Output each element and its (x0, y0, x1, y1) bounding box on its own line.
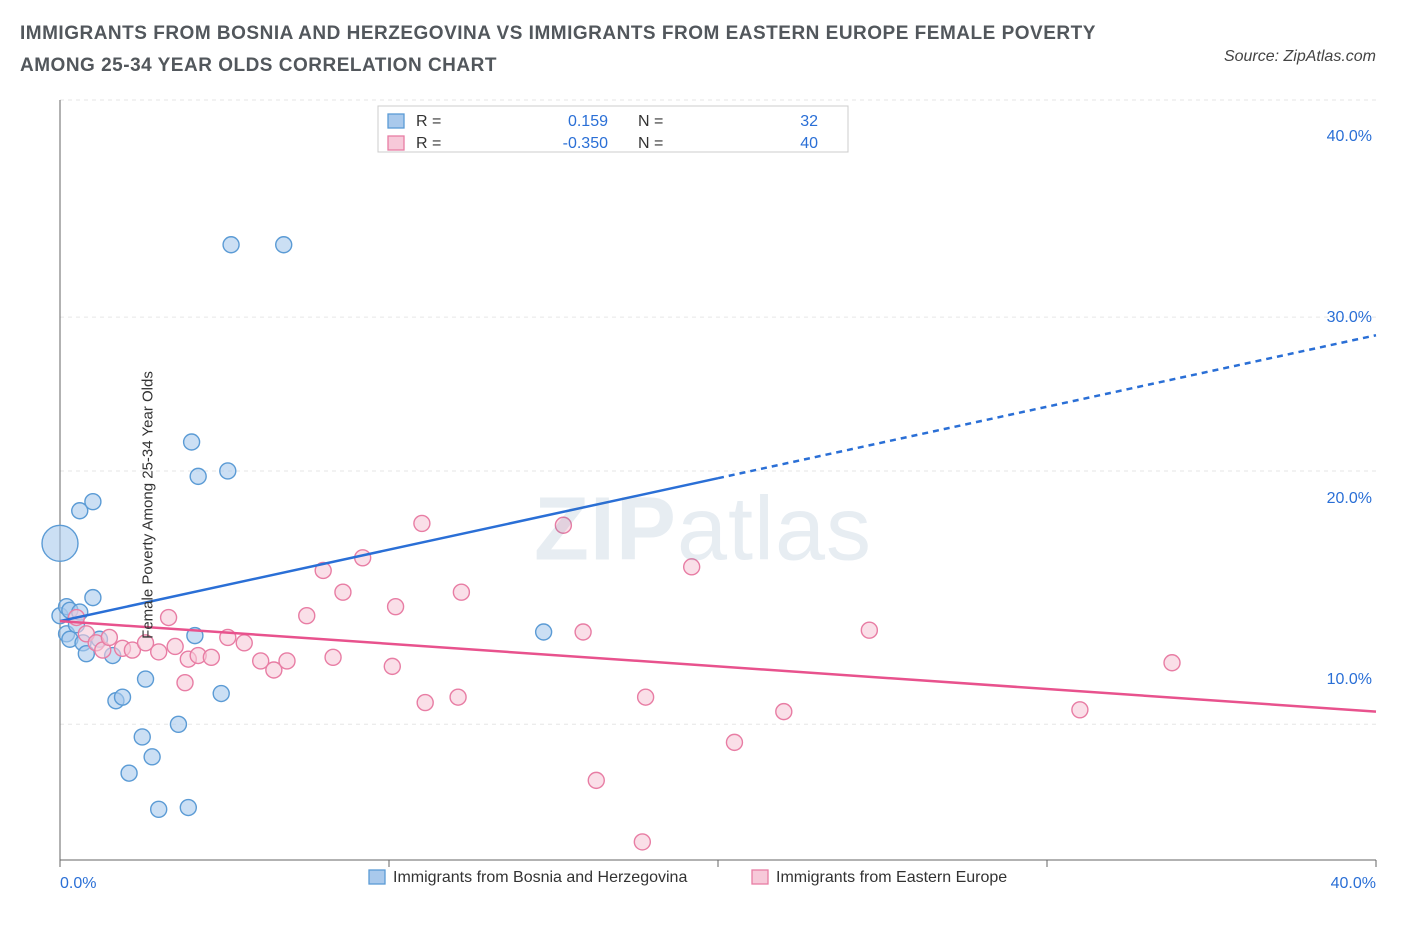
scatter-point (684, 559, 700, 575)
scatter-point (588, 772, 604, 788)
svg-text:R =: R = (416, 113, 441, 130)
chart-container: Female Poverty Among 25-34 Year Olds ZIP… (20, 90, 1386, 920)
scatter-point (536, 624, 552, 640)
correlation-legend (378, 106, 848, 152)
scatter-point (726, 734, 742, 750)
scatter-point (388, 599, 404, 615)
svg-text:N =: N = (638, 113, 663, 130)
svg-text:40.0%: 40.0% (1327, 128, 1372, 145)
scatter-point (634, 834, 650, 850)
scatter-point (42, 525, 78, 561)
scatter-point (276, 237, 292, 253)
scatter-point (638, 689, 654, 705)
scatter-point (575, 624, 591, 640)
scatter-point (335, 584, 351, 600)
scatter-point (453, 584, 469, 600)
svg-text:-0.350: -0.350 (563, 135, 608, 152)
source-attribution: Source: ZipAtlas.com (1224, 48, 1376, 66)
legend-label: Immigrants from Bosnia and Herzegovina (393, 869, 687, 886)
legend-swatch (388, 114, 404, 128)
svg-text:0.159: 0.159 (568, 113, 608, 130)
scatter-point (138, 671, 154, 687)
scatter-point (144, 749, 160, 765)
scatter-point (167, 638, 183, 654)
scatter-point (299, 608, 315, 624)
scatter-point (450, 689, 466, 705)
scatter-point (134, 729, 150, 745)
scatter-point (151, 801, 167, 817)
scatter-point (203, 649, 219, 665)
scatter-point (190, 468, 206, 484)
scatter-point (101, 629, 117, 645)
scatter-point (85, 590, 101, 606)
scatter-point (184, 434, 200, 450)
svg-text:R =: R = (416, 135, 441, 152)
scatter-point (170, 716, 186, 732)
scatter-point (325, 649, 341, 665)
scatter-point (180, 800, 196, 816)
scatter-point (236, 635, 252, 651)
svg-text:N =: N = (638, 135, 663, 152)
trend-line-dashed (718, 335, 1376, 478)
svg-text:10.0%: 10.0% (1327, 671, 1372, 688)
legend-label: Immigrants from Eastern Europe (776, 869, 1007, 886)
scatter-point (177, 675, 193, 691)
legend-swatch (388, 136, 404, 150)
chart-title: IMMIGRANTS FROM BOSNIA AND HERZEGOVINA V… (20, 18, 1120, 83)
scatter-chart: 0.0% 40.0% 10.0% 20.0% 30.0% 40.0% R = 0.159 N =… (20, 90, 1386, 910)
scatter-point (417, 695, 433, 711)
scatter-point (555, 517, 571, 533)
scatter-point (223, 237, 239, 253)
legend-swatch (369, 870, 385, 884)
chart-header: IMMIGRANTS FROM BOSNIA AND HERZEGOVINA V… (20, 18, 1376, 83)
series-legend: Immigrants from Bosnia and Herzegovina Im… (369, 869, 1007, 886)
scatter-point (115, 689, 131, 705)
scatter-point (776, 704, 792, 720)
scatter-point (121, 765, 137, 781)
trend-line (60, 478, 718, 621)
scatter-point (861, 622, 877, 638)
svg-text:32: 32 (800, 113, 818, 130)
scatter-point (414, 515, 430, 531)
scatter-point (85, 494, 101, 510)
scatter-point (213, 686, 229, 702)
legend-swatch (752, 870, 768, 884)
svg-text:20.0%: 20.0% (1327, 490, 1372, 507)
svg-text:40.0%: 40.0% (1331, 875, 1376, 892)
scatter-point (279, 653, 295, 669)
svg-text:0.0%: 0.0% (60, 875, 96, 892)
scatter-point (161, 610, 177, 626)
scatter-point (1072, 702, 1088, 718)
y-axis-label: Female Poverty Among 25-34 Year Olds (139, 371, 156, 639)
svg-text:30.0%: 30.0% (1327, 309, 1372, 326)
svg-text:40: 40 (800, 135, 818, 152)
scatter-point (1164, 655, 1180, 671)
scatter-point (151, 644, 167, 660)
scatter-point (220, 463, 236, 479)
scatter-point (384, 658, 400, 674)
